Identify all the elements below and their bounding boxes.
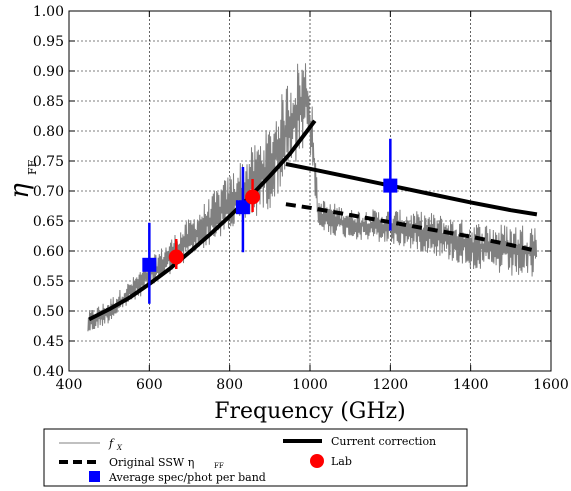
legend-label-ssw: Original SSW η: [109, 456, 194, 469]
legend-label-avg: Average spec/phot per band: [108, 471, 266, 484]
x-tick-label: 1400: [453, 377, 489, 393]
y-tick-label: 0.40: [33, 364, 64, 380]
legend-label-fx: f: [108, 437, 115, 450]
legend-swatch-lab: [310, 454, 324, 468]
legend-box: [43, 428, 468, 487]
grid: [69, 11, 551, 371]
y-tick-label: 0.55: [33, 274, 64, 290]
data-point-lab: [168, 249, 184, 265]
series-layer: [87, 63, 538, 332]
y-tick-label: 1.00: [33, 4, 64, 20]
y-tick-label: 0.85: [33, 94, 64, 110]
tick-labels: 400 600 800 1000 1200 1400 1600 0.40 0.45 0.50 0.5…: [33, 4, 569, 393]
series-line-current-correction-2: [285, 162, 538, 217]
x-tick-label: 1600: [533, 377, 569, 393]
x-tick-label: 1000: [292, 377, 328, 393]
series-line-current-correction-1: [88, 119, 317, 322]
legend-label-lab: Lab: [331, 455, 352, 468]
y-tick-label: 0.80: [33, 124, 64, 140]
data-point-average: [142, 257, 157, 272]
x-tick-label: 600: [136, 377, 163, 393]
y-axis-title-sub: FF: [26, 159, 39, 175]
x-axis-title: Frequency (GHz): [214, 399, 406, 424]
y-axis-title-main: η: [5, 183, 35, 199]
y-tick-label: 0.75: [33, 154, 64, 170]
y-tick-label: 0.95: [33, 34, 64, 50]
legend-label-fx-sub: X: [116, 444, 123, 452]
y-tick-label: 0.65: [33, 214, 64, 230]
data-point-average: [383, 178, 398, 193]
y-tick-label: 0.60: [33, 244, 64, 260]
x-tick-label: 800: [216, 377, 243, 393]
data-point-lab: [245, 189, 261, 205]
ticks: [68, 10, 552, 372]
legend-swatch-avg: [89, 471, 100, 482]
y-tick-label: 0.45: [33, 334, 64, 350]
legend: f X Original SSW η FF Average spec/phot …: [43, 428, 468, 487]
legend-label-ssw-sub: FF: [214, 462, 224, 470]
y-tick-label: 0.50: [33, 304, 64, 320]
points-layer: [142, 138, 398, 304]
y-tick-label: 0.90: [33, 64, 64, 80]
y-axis-title: η FF: [5, 159, 39, 198]
data-point-average: [235, 200, 250, 215]
series-line-fx: [87, 63, 538, 332]
x-tick-label: 400: [56, 377, 83, 393]
y-tick-label: 0.70: [33, 184, 64, 200]
x-tick-label: 1200: [373, 377, 409, 393]
legend-label-current: Current correction: [331, 435, 436, 448]
